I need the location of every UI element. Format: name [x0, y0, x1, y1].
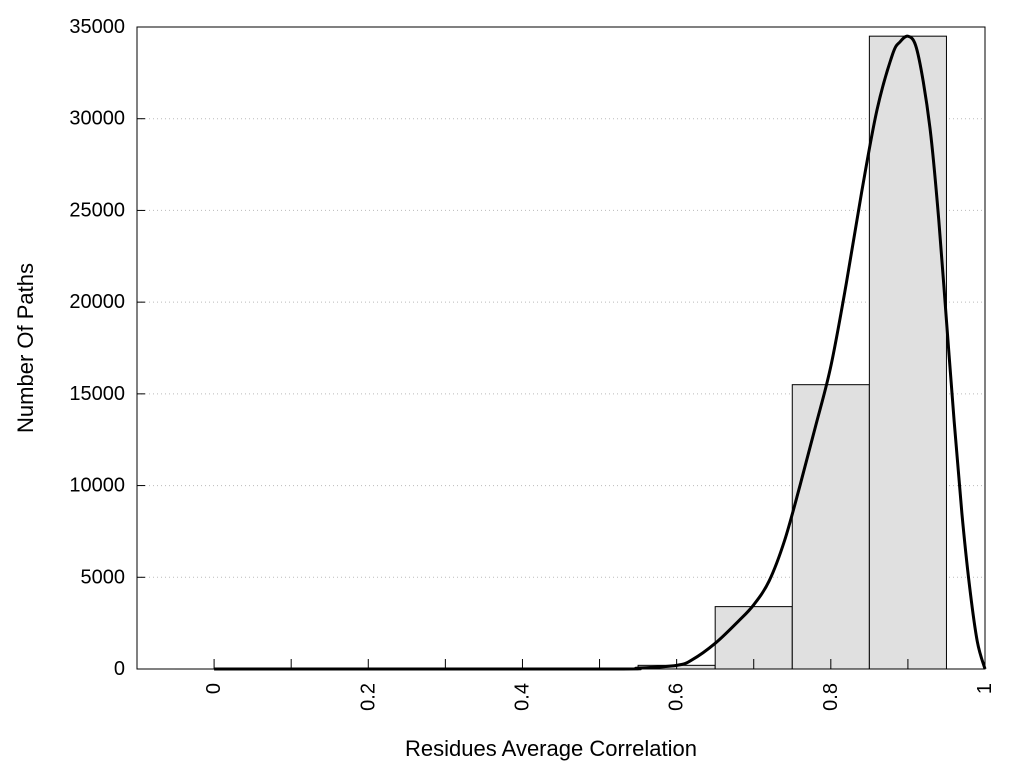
histogram-bar	[791, 384, 870, 670]
x-tick-label: 0.2	[357, 683, 379, 711]
histogram-bar	[868, 35, 947, 670]
y-axis-ticks: 0 5000 10000 15000 20000 25000 30000 35000	[69, 16, 145, 680]
plot-frame	[136, 26, 986, 670]
fit-curve-layer	[214, 34, 987, 671]
x-tick-label: 0.6	[666, 683, 688, 711]
y-tick-label: 0	[114, 658, 125, 680]
grid-lines	[137, 118, 985, 578]
x-axis-ticks: 0 0.2 0.4 0.6 0.8 1	[203, 659, 996, 711]
y-axis-title: Number Of Paths	[13, 263, 38, 433]
x-tick-label: 0.4	[511, 683, 533, 711]
y-tick-label: 20000	[69, 291, 125, 313]
y-tick-label: 35000	[69, 16, 125, 38]
y-tick-label: 30000	[69, 108, 125, 130]
x-tick-label: 0	[203, 683, 225, 694]
x-tick-label: 1	[974, 683, 996, 694]
y-tick-label: 5000	[81, 566, 126, 588]
y-tick-label: 10000	[69, 475, 125, 497]
y-tick-label: 15000	[69, 383, 125, 405]
x-tick-label: 0.8	[820, 683, 842, 711]
fit-curve	[214, 34, 987, 671]
x-axis-title: Residues Average Correlation	[405, 736, 697, 761]
histogram-bars	[175, 35, 947, 670]
y-tick-label: 25000	[69, 199, 125, 221]
